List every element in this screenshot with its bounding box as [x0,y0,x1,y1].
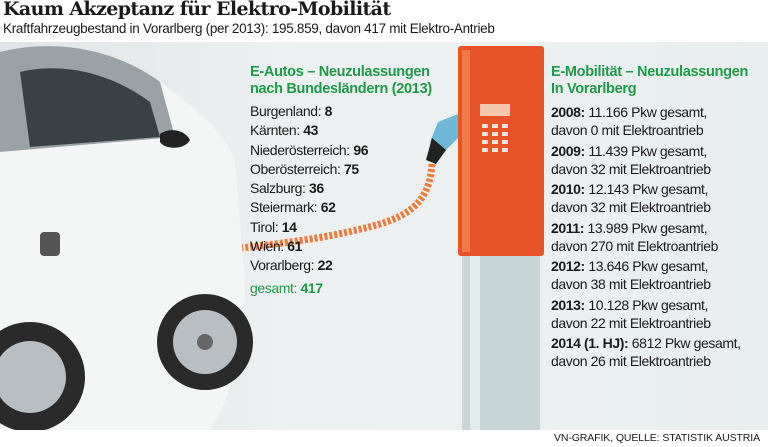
state-value: 96 [353,141,369,158]
year-label: 2011: [551,219,585,236]
left-panel-heading: E-Autos – Neuzulassungen nach Bundesländ… [250,64,432,98]
state-item: Niederösterreich: 96 [250,141,368,160]
year-total: 6812 Pkw gesamt, [631,335,741,351]
state-name: Niederösterreich: [250,141,350,158]
year-label: 2013: [551,296,585,313]
illustration: E-Autos – Neuzulassungen nach Bundesländ… [0,42,768,430]
state-item: Kärnten: 43 [250,121,368,140]
year-label: 2014 (1. HJ): [551,335,629,351]
state-name: Steiermark: [250,199,318,216]
charging-cable-image [59,163,436,254]
state-name: Kärnten: [250,122,300,139]
left-heading-line1: E-Autos – Neuzulassungen [250,64,430,80]
year-electric: davon 22 mit Elektroantrieb [551,314,711,331]
state-value: 14 [281,218,297,235]
year-entry: 2010: 12.143 Pkw gesamt, davon 32 mit Ele… [551,180,741,219]
state-value: 8 [324,103,333,119]
total-value: 417 [300,279,324,296]
state-item: Steiermark: 62 [250,198,368,217]
year-electric: davon 32 mit Elektroantrieb [551,160,711,177]
year-entry: 2011: 13.989 Pkw gesamt, davon 270 mit El… [551,219,741,258]
year-total: 10.128 Pkw gesamt, [588,296,708,313]
year-entry: 2008: 11.166 Pkw gesamt, davon 0 mit Elek… [551,103,741,142]
total-item: gesamt: 417 [250,279,368,298]
state-item: Burgenland: 8 [250,102,368,121]
year-label: 2009: [551,142,585,159]
year-total: 11.166 Pkw gesamt, [588,104,707,120]
year-total: 13.646 Pkw gesamt, [588,258,708,274]
year-electric: davon 38 mit Elektroantrieb [551,276,711,292]
year-electric: davon 270 mit Elektroantrieb [551,237,719,254]
state-value: 43 [303,122,319,139]
state-item: Salzburg: 36 [250,179,368,198]
right-heading-line1: E-Mobilität – Neuzulassungen [551,64,749,80]
state-item: Wien: 61 [250,237,368,256]
state-value: 22 [317,257,333,274]
year-electric: davon 32 mit Elektroantrieb [551,199,711,215]
year-total: 13.989 Pkw gesamt, [587,219,708,236]
year-entry: 2012: 13.646 Pkw gesamt, davon 38 mit Ele… [551,257,741,296]
year-electric: davon 26 mit Elektroantrieb [551,353,711,369]
right-panel-heading: E-Mobilität – Neuzulassungen In Vorarlbe… [551,64,748,98]
total-label: gesamt: [250,279,297,296]
year-entry: 2009: 11.439 Pkw gesamt, davon 32 mit Ele… [551,142,741,181]
state-name: Oberösterreich: [250,160,341,177]
state-name: Salzburg: [250,180,306,197]
right-heading-line2: In Vorarlberg [551,81,637,97]
state-name: Wien: [250,238,284,255]
left-heading-line2: nach Bundesländern (2013) [250,81,432,97]
state-value: 62 [320,199,336,216]
year-total: 11.439 Pkw gesamt, [588,142,707,159]
year-total: 12.143 Pkw gesamt, [588,181,708,197]
year-label: 2010: [551,181,585,197]
source-credit: VN-GRAFIK, QUELLE: STATISTIK AUSTRIA [553,432,760,444]
state-item: Oberösterreich: 75 [250,160,368,179]
state-item: Tirol: 14 [250,218,368,237]
subtitle: Kraftfahrzeugbestand in Vorarlberg (per … [3,21,495,36]
year-label: 2012: [551,258,585,274]
state-value: 36 [309,180,324,197]
state-value: 75 [343,160,359,177]
page-title: Kaum Akzeptanz für Elektro-Mobilität [3,0,391,20]
state-name: Tirol: [250,218,279,235]
year-electric: davon 0 mit Elektroantrieb [551,122,704,138]
electric-car-image [0,46,253,430]
years-list: 2008: 11.166 Pkw gesamt, davon 0 mit Elek… [551,103,741,373]
year-entry: 2014 (1. HJ): 6812 Pkw gesamt, davon 26 m… [551,334,741,373]
state-name: Burgenland: [250,103,322,119]
states-list: Burgenland: 8 Kärnten: 43 Niederösterreich… [250,102,368,298]
charging-station-image [426,46,544,430]
state-item: Vorarlberg: 22 [250,256,368,275]
state-name: Vorarlberg: [250,257,315,274]
year-entry: 2013: 10.128 Pkw gesamt, davon 22 mit Ele… [551,296,741,335]
year-label: 2008: [551,104,585,120]
state-value: 61 [287,238,303,255]
